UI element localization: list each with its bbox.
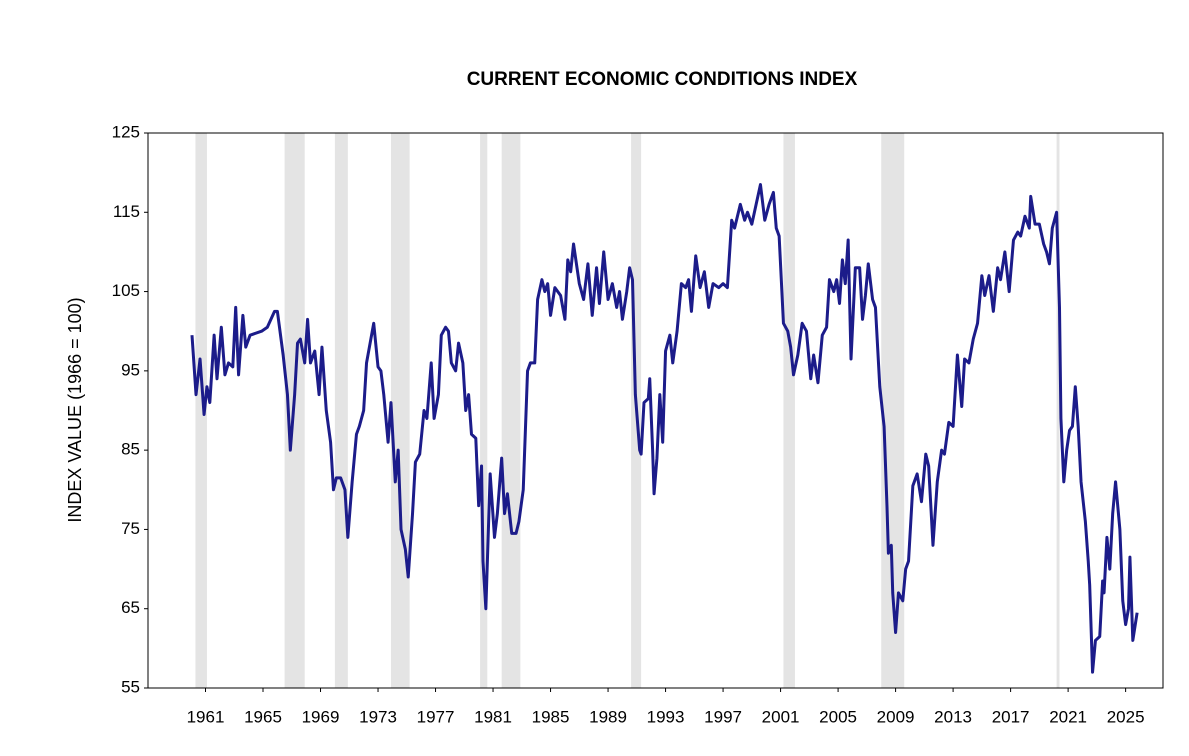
x-tick-label: 2005 (819, 707, 857, 726)
y-tick-label: 125 (112, 122, 140, 141)
x-tick-label: 2021 (1049, 707, 1087, 726)
x-tick-label: 2009 (877, 707, 915, 726)
y-axis-label: INDEX VALUE (1966 = 100) (65, 297, 85, 522)
x-tick-label: 1993 (647, 707, 685, 726)
x-tick-label: 1997 (704, 707, 742, 726)
recession-band (390, 133, 410, 688)
recession-band (1056, 133, 1060, 688)
y-tick-label: 95 (121, 360, 140, 379)
x-tick-label: 1965 (244, 707, 282, 726)
y-tick-label: 75 (121, 519, 140, 538)
x-tick-label: 1977 (417, 707, 455, 726)
x-tick-label: 2017 (992, 707, 1030, 726)
chart-title: CURRENT ECONOMIC CONDITIONS INDEX (467, 69, 858, 90)
y-tick-label: 105 (112, 281, 140, 300)
y-tick-label: 115 (113, 202, 140, 221)
x-tick-label: 1981 (474, 707, 512, 726)
recession-band (334, 133, 348, 688)
x-tick-label: 2001 (762, 707, 800, 726)
x-tick-label: 2025 (1107, 707, 1145, 726)
recession-band (195, 133, 207, 688)
recession-band (501, 133, 521, 688)
x-tick-label: 1985 (532, 707, 570, 726)
x-tick-label: 1989 (589, 707, 627, 726)
y-tick-label: 85 (121, 440, 140, 459)
recession-band (480, 133, 488, 688)
x-tick-label: 1969 (302, 707, 340, 726)
x-tick-label: 1961 (187, 707, 225, 726)
y-tick-label: 55 (121, 677, 140, 696)
recession-band (783, 133, 795, 688)
x-tick-label: 1973 (359, 707, 397, 726)
x-tick-label: 2013 (934, 707, 972, 726)
y-tick-label: 65 (121, 598, 140, 617)
index-line (190, 183, 1139, 674)
plot-frame (147, 132, 1164, 689)
